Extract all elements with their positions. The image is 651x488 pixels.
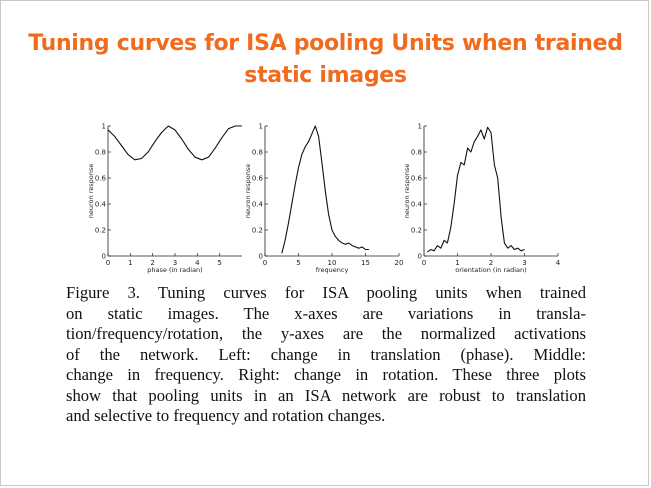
panel-3-tuning-curve-line (427, 126, 525, 253)
panel-2-y-tick-label: 0.4 (252, 201, 264, 209)
panel-2-y-tick-label: 1 (259, 123, 263, 131)
panel-2-tuning-curve-line (281, 125, 369, 254)
panel-1-tuning-curve-line (107, 125, 242, 161)
panel-1-x-tick-label: 3 (173, 259, 177, 267)
panel-3-x-axis-label: orientation (in radian) (455, 266, 526, 274)
panel-2-x-tick-label: 10 (328, 259, 337, 267)
figure-caption: Figure 3. Tuning curves for ISA pooling … (66, 283, 586, 427)
panel-1-x-tick-label: 0 (106, 259, 110, 267)
panel-2-x-tick-label: 5 (296, 259, 300, 267)
caption-line-1: Figure 3. Tuning curves for ISA pooling … (66, 283, 586, 302)
slide-title-line-2: static images (244, 63, 407, 88)
panel-1-y-tick-label: 0.8 (95, 149, 106, 157)
panel-3-x-tick-label: 4 (556, 259, 561, 267)
panel-1-y-tick-label: 0.4 (95, 201, 107, 209)
panel-1-x-tick-label: 4 (195, 259, 200, 267)
panel-1-y-tick-label: 1 (102, 123, 106, 131)
panel-1-x-tick-label: 5 (217, 259, 221, 267)
panel-2-x-axis-label: frequency (316, 266, 349, 274)
panel-3-y-tick-label: 0.6 (411, 175, 423, 183)
panel-2-y-tick-label: 0.6 (252, 175, 264, 183)
panel-3-y-tick-label: 0.4 (411, 201, 423, 209)
panel-2-y-tick-label: 0.2 (252, 227, 263, 235)
panel-3-x-tick-label: 0 (422, 259, 426, 267)
panel-1-y-tick-label: 0.6 (95, 175, 107, 183)
panel-3-y-tick-label: 0.8 (411, 149, 422, 157)
panel-2-x-tick-label: 0 (263, 259, 267, 267)
slide-title: Tuning curves for ISA pooling Units when… (20, 28, 631, 92)
panel-2-y-tick-label: 0 (259, 253, 263, 261)
panel-1-y-tick-label: 0 (102, 253, 106, 261)
panel-3-x-tick-label: 1 (455, 259, 459, 267)
caption-line-4: of the network. Left: change in translat… (66, 344, 586, 364)
panel-3-x-tick-label: 2 (489, 259, 493, 267)
panel-2-x-tick-label: 15 (361, 259, 370, 267)
caption-line-5: change in frequency. Right: change in ro… (66, 365, 586, 384)
panel-1-x-tick-label: 2 (150, 259, 154, 267)
figure-area: 0 0.2 0.4 0.6 0.8 1 0 1 2 3 4 5 phase (in radian) neu… (60, 118, 580, 280)
caption-line-6: show that pooling units in an ISA networ… (66, 385, 586, 405)
panel-2-y-axis-label: neuron response (244, 164, 252, 218)
panel-3-y-tick-label: 1 (418, 123, 422, 131)
panel-3-y-tick-label: 0 (418, 253, 422, 261)
slide-title-line-1: Tuning curves for ISA pooling Units when… (28, 31, 623, 56)
panel-2-y-tick-label: 0.8 (252, 149, 263, 157)
panel-1-y-axis-label: neuron response (87, 164, 95, 218)
panel-1-y-tick-label: 0.2 (95, 227, 106, 235)
caption-line-3: tion/frequency/rotation, the y-axes are … (66, 324, 586, 343)
caption-line-7: and selective to frequency and rotation … (66, 406, 386, 425)
panel-2-x-tick-label: 20 (395, 259, 404, 267)
panel-3-y-tick-label: 0.2 (411, 227, 422, 235)
panel-1-x-axis-label: phase (in radian) (147, 266, 202, 274)
panel-3-x-tick-label: 3 (522, 259, 526, 267)
panel-3-y-axis-label: neuron response (403, 164, 411, 218)
panel-1-x-tick-label: 1 (128, 259, 132, 267)
caption-line-2: on static images. The x-axes are variati… (66, 303, 586, 323)
